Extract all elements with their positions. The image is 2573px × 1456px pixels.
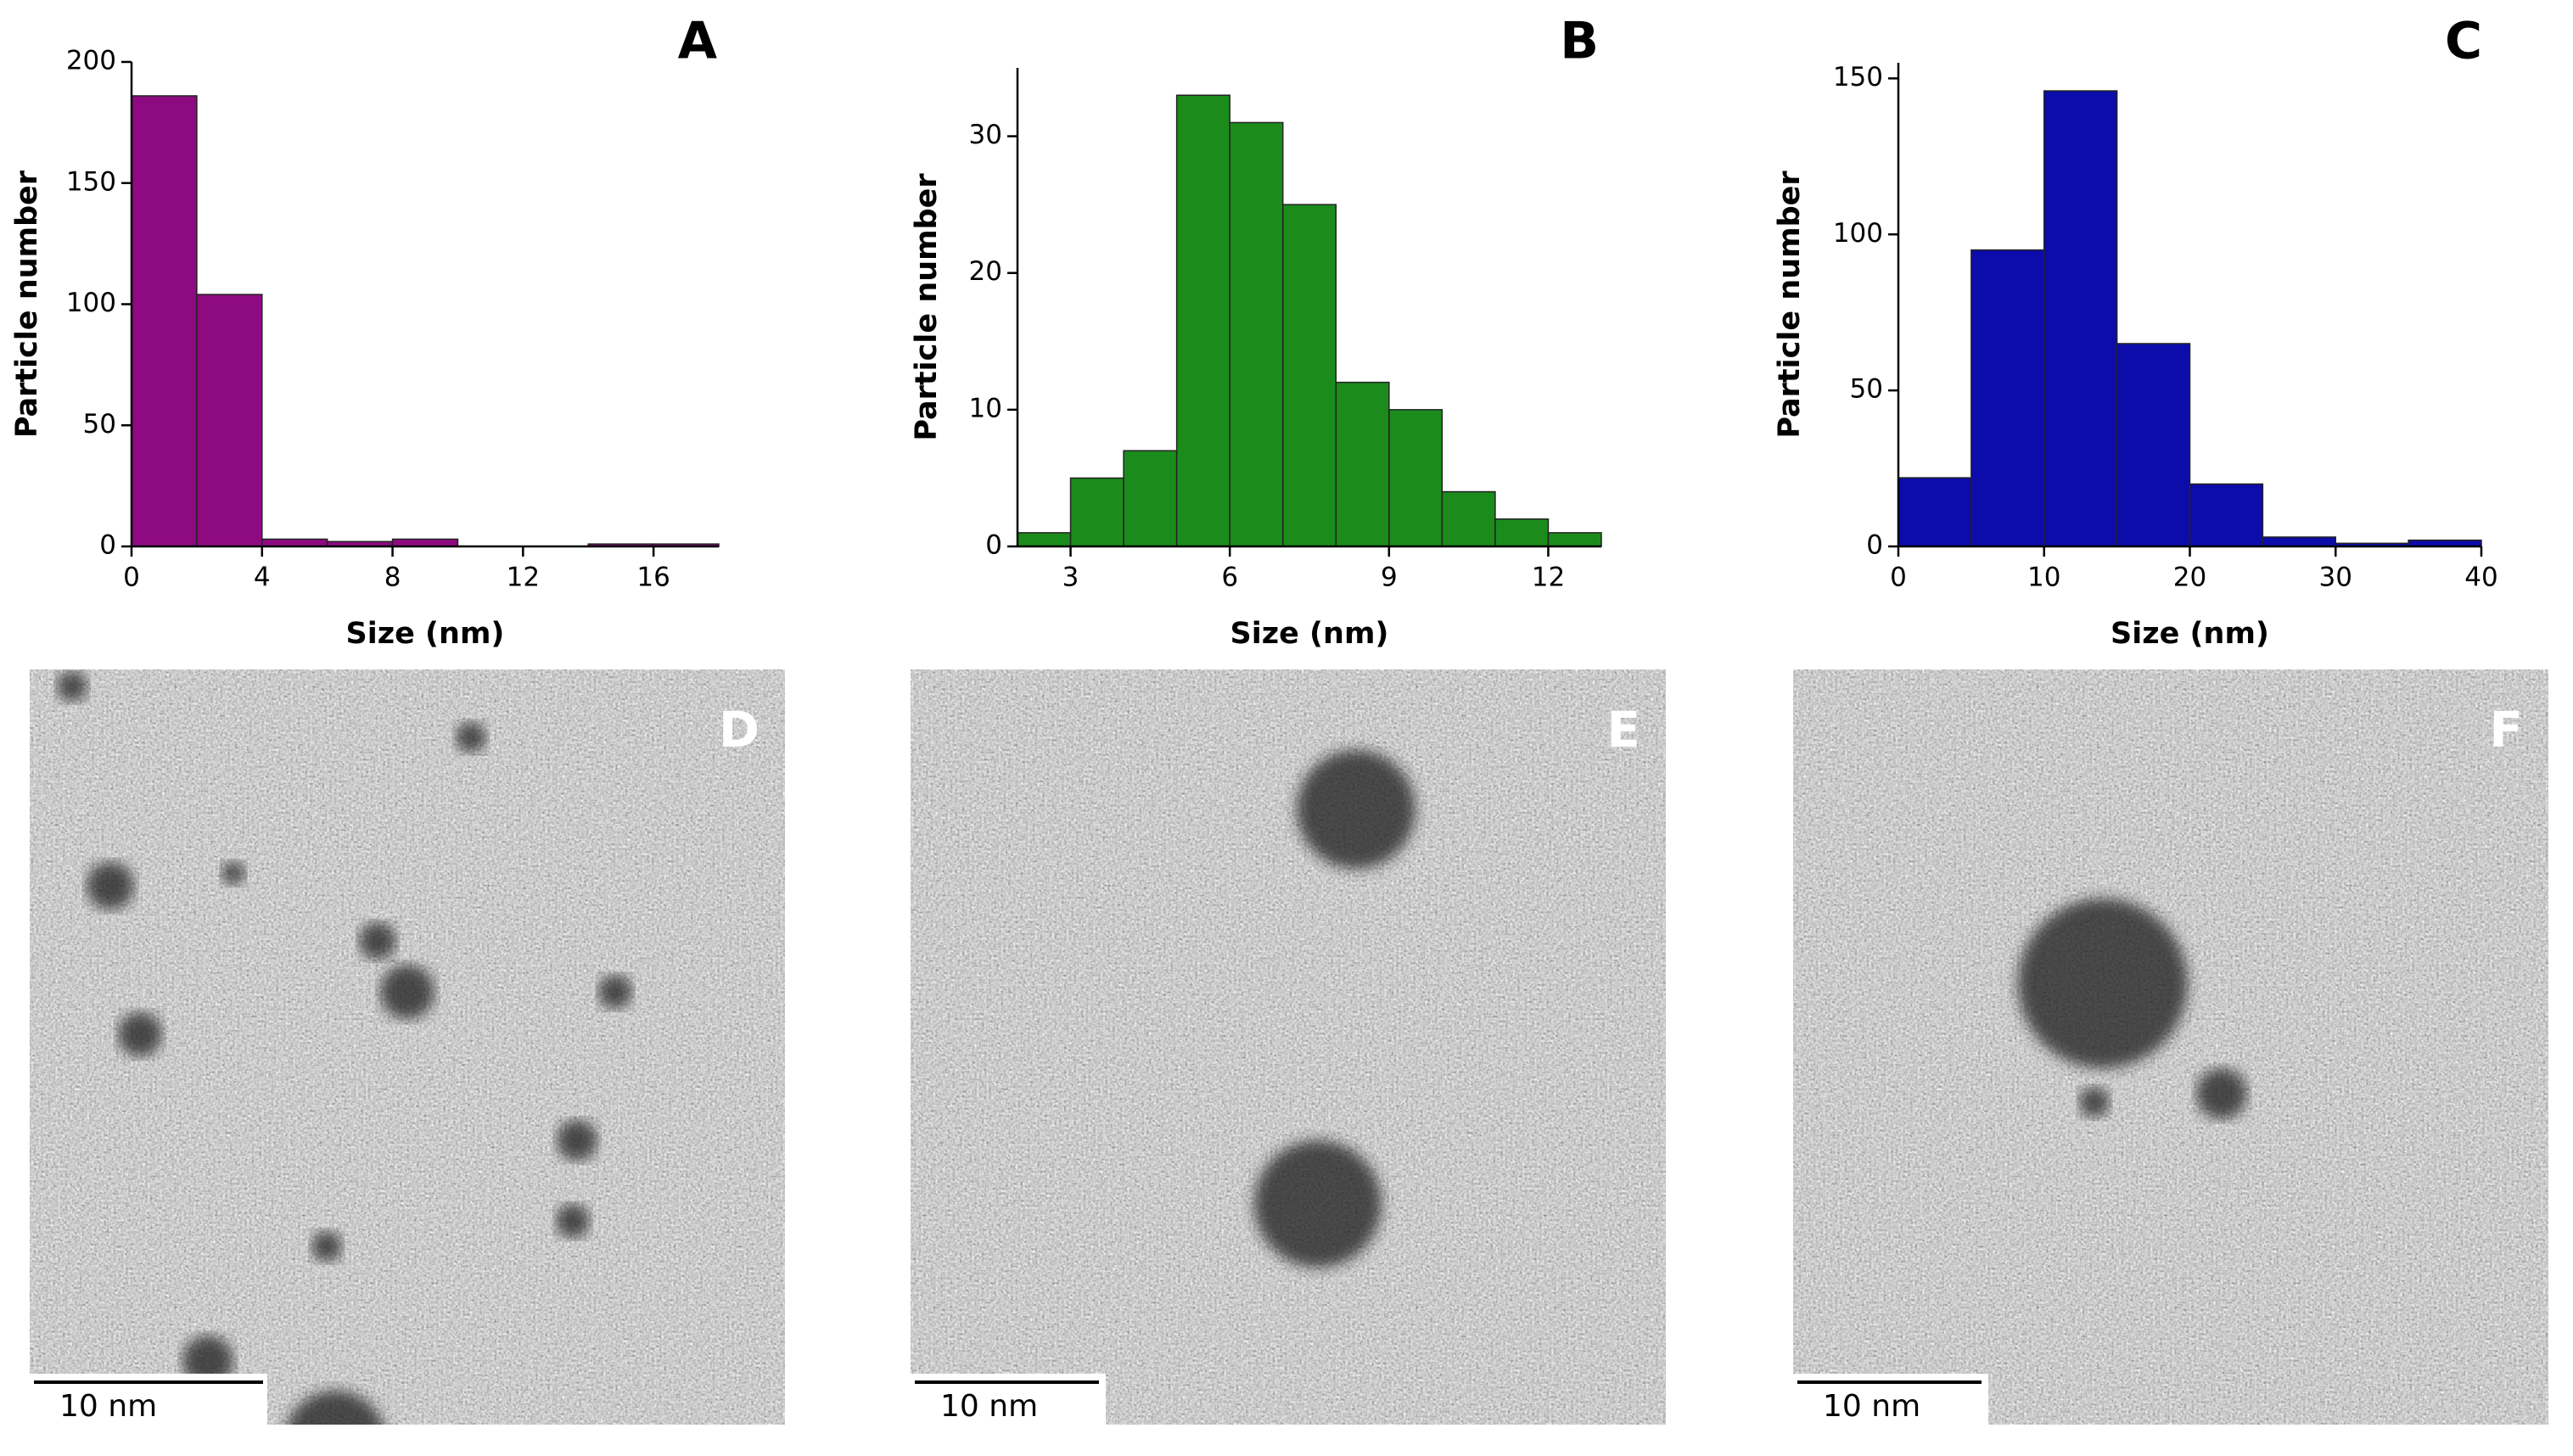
micrograph: E 10 nm <box>911 669 1666 1425</box>
x-axis-title: Size (nm) <box>346 617 505 651</box>
bar <box>196 294 263 547</box>
bar <box>1281 204 1337 547</box>
y-tick-label: 200 <box>66 46 116 76</box>
particles <box>1254 750 1415 1268</box>
bar <box>2043 90 2118 547</box>
bar <box>391 538 459 547</box>
bar <box>2262 536 2336 547</box>
x-tick-label: 40 <box>2464 563 2497 593</box>
particle <box>2196 1068 2247 1119</box>
bar <box>261 538 328 547</box>
bar <box>1069 477 1124 547</box>
y-tick-label: 10 <box>969 393 1002 423</box>
panel-letter: E <box>1606 701 1640 759</box>
bar <box>1898 477 1972 547</box>
x-tick-label: 4 <box>254 563 271 593</box>
y-tick-label: 150 <box>1833 62 1883 92</box>
bar <box>2189 483 2264 547</box>
x-tick-label: 6 <box>1221 563 1238 593</box>
particle <box>359 922 396 960</box>
particles <box>2018 899 2247 1119</box>
x-tick-label: 10 <box>2027 563 2060 593</box>
bar <box>1441 490 1496 547</box>
particle <box>556 1204 590 1238</box>
bar <box>131 95 198 547</box>
bar <box>1175 94 1230 547</box>
panel-letter: D <box>719 701 760 759</box>
bar <box>2116 343 2191 547</box>
y-axis-title: Particle number <box>10 170 44 438</box>
bar <box>1970 249 2045 547</box>
y-tick-label: 0 <box>985 530 1002 561</box>
x-tick-label: 8 <box>384 563 401 593</box>
scale-bar-label: 10 nm <box>1823 1389 1920 1424</box>
y-tick-label: 150 <box>66 166 116 197</box>
y-tick-label: 50 <box>83 409 116 440</box>
bar <box>1335 381 1390 547</box>
particle <box>287 1391 384 1425</box>
particle <box>2079 1087 2110 1117</box>
particle <box>380 965 434 1019</box>
y-tick-label: 30 <box>969 120 1002 150</box>
x-axis-title: Size (nm) <box>1230 617 1389 651</box>
y-axis-title: Particle number <box>910 173 944 441</box>
particles <box>57 671 632 1425</box>
x-tick-label: 9 <box>1381 563 1398 593</box>
panel-letter: C <box>2445 12 2482 71</box>
y-tick-label: 20 <box>969 256 1002 287</box>
panel-letter: F <box>2489 701 2523 759</box>
bar <box>1494 518 1550 547</box>
scale-bar-label: 10 nm <box>59 1389 157 1424</box>
micrograph: F 10 nm <box>1793 669 2548 1425</box>
y-tick-label: 100 <box>66 288 116 318</box>
particle <box>456 722 486 753</box>
x-tick-label: 12 <box>1532 563 1565 593</box>
y-axis-title: Particle number <box>1773 171 1807 439</box>
particle <box>118 1012 162 1056</box>
bar <box>1123 450 1178 547</box>
bar <box>1388 409 1443 547</box>
x-tick-label: 12 <box>507 563 540 593</box>
particle <box>1254 1140 1382 1268</box>
scale-bar-label: 10 nm <box>940 1389 1038 1424</box>
particle <box>311 1231 342 1262</box>
x-tick-label: 3 <box>1062 563 1079 593</box>
x-tick-label: 20 <box>2173 563 2206 593</box>
bar <box>1229 121 1284 547</box>
particle <box>2018 899 2188 1068</box>
particle <box>557 1120 597 1161</box>
y-tick-label: 100 <box>1833 218 1883 249</box>
y-tick-label: 0 <box>1866 530 1883 561</box>
particle <box>87 862 134 910</box>
y-tick-label: 50 <box>1850 374 1883 405</box>
x-tick-label: 30 <box>2319 563 2352 593</box>
x-tick-label: 0 <box>1890 563 1907 593</box>
x-axis-title: Size (nm) <box>2111 617 2269 651</box>
bar <box>1017 532 1072 547</box>
micrograph-background <box>1793 669 2548 1425</box>
micrograph: D 10 nm <box>30 669 785 1425</box>
y-tick-label: 0 <box>99 530 116 561</box>
micrograph-background <box>911 669 1666 1425</box>
particle <box>1297 750 1415 869</box>
x-tick-label: 16 <box>636 563 670 593</box>
particle <box>57 671 87 702</box>
panel-letter: A <box>678 12 718 71</box>
particle <box>598 975 632 1009</box>
x-tick-label: 0 <box>123 563 140 593</box>
panel-letter: B <box>1560 12 1599 71</box>
bar <box>1547 532 1602 547</box>
particle <box>221 861 245 885</box>
